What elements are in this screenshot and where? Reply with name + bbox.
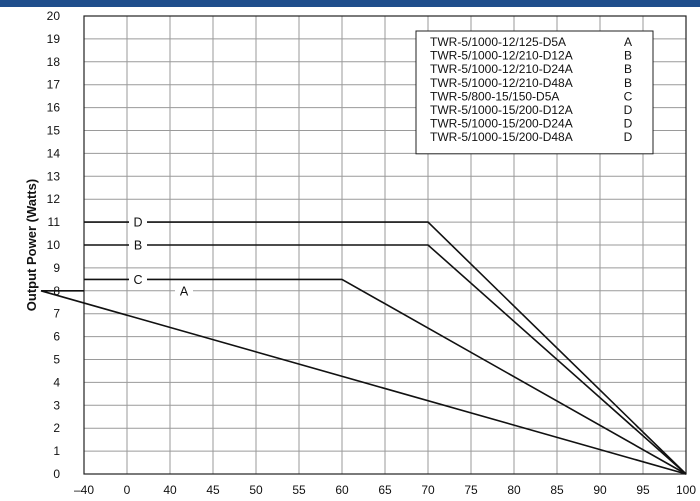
y-tick-label: 6 [53,330,60,344]
y-tick-label: 19 [47,32,61,46]
series-label-bg [129,271,147,288]
series-lines: DB C A [40,214,687,475]
y-tick-label: 20 [47,9,61,23]
series-label-a: A [180,284,189,298]
x-tick-label: 55 [292,483,306,497]
y-tick-label: 5 [53,353,60,367]
x-tick-label: 80 [507,483,521,497]
y-tick-label: 1 [53,444,60,458]
y-tick-label: 13 [47,169,61,183]
x-tick-label: 90 [593,483,607,497]
series-line-d [84,221,687,475]
legend-curve: D [624,103,633,117]
y-tick-label: 14 [47,146,61,160]
legend-curve: B [624,76,632,90]
x-tick-label: 75 [464,483,478,497]
x-tick-label: 100 [676,483,696,497]
x-tick-label: 95 [636,483,650,497]
y-tick-label: 12 [47,192,61,206]
y-tick-label: 7 [53,307,60,321]
series-label-d: D [133,216,142,230]
x-tick-label: 85 [550,483,564,497]
y-tick-label: 4 [53,375,60,389]
series-label-b: B [134,239,142,253]
legend-model: TWR-5/1000-12/210-D24A [430,62,573,76]
header-band [0,0,700,7]
legend-curve: B [624,49,632,63]
legend-model: TWR-5/1000-15/200-D48A [430,130,573,144]
y-tick-label: 16 [47,101,61,115]
legend-model: TWR-5/1000-12/125-D5A [430,35,566,49]
x-tick-label: 40 [163,483,177,497]
y-tick-label: 17 [47,78,61,92]
series-label-bg [175,282,193,299]
series-label-bg [129,214,147,231]
legend-curve: D [624,117,633,131]
y-tick-label: 0 [53,467,60,481]
x-tick-label: 50 [249,483,263,497]
x-tick-label: 0 [124,483,131,497]
legend-curve: D [624,130,633,144]
x-tick-label: 45 [206,483,220,497]
y-tick-label: 9 [53,261,60,275]
y-tick-label: 11 [48,215,61,229]
legend-box [415,30,654,155]
legend-model: TWR-5/1000-12/210-D12A [430,49,573,63]
y-axis-label: Output Power (Watts) [24,179,39,311]
series-label-c: C [133,273,142,287]
legend-model: TWR-5/800-15/150-D5A [430,89,559,103]
legend: TWR-5/1000-12/125-D5A A TWR-5/1000-12/210-… [415,30,654,155]
x-tick-label: 70 [421,483,435,497]
legend-curve: C [624,89,633,103]
series-line-a [40,290,687,475]
legend-model: TWR-5/1000-12/210-D48A [430,76,573,90]
y-tick-label: 18 [47,55,61,69]
series-line-b [84,244,687,475]
legend-curve: A [624,35,632,49]
series-line-c [84,278,687,475]
x-tick-label: 60 [335,483,349,497]
y-tick-label: 10 [47,238,61,252]
x-tick-label: –40 [74,483,94,497]
legend-curve: B [624,62,632,76]
x-tick-label: 65 [378,483,392,497]
y-tick-label: 3 [53,398,60,412]
y-tick-label: 15 [47,124,61,138]
y-tick-label: 2 [53,421,60,435]
series-label-bg [129,237,147,253]
legend-model: TWR-5/1000-15/200-D12A [430,103,573,117]
legend-model: TWR-5/1000-15/200-D24A [430,117,573,131]
